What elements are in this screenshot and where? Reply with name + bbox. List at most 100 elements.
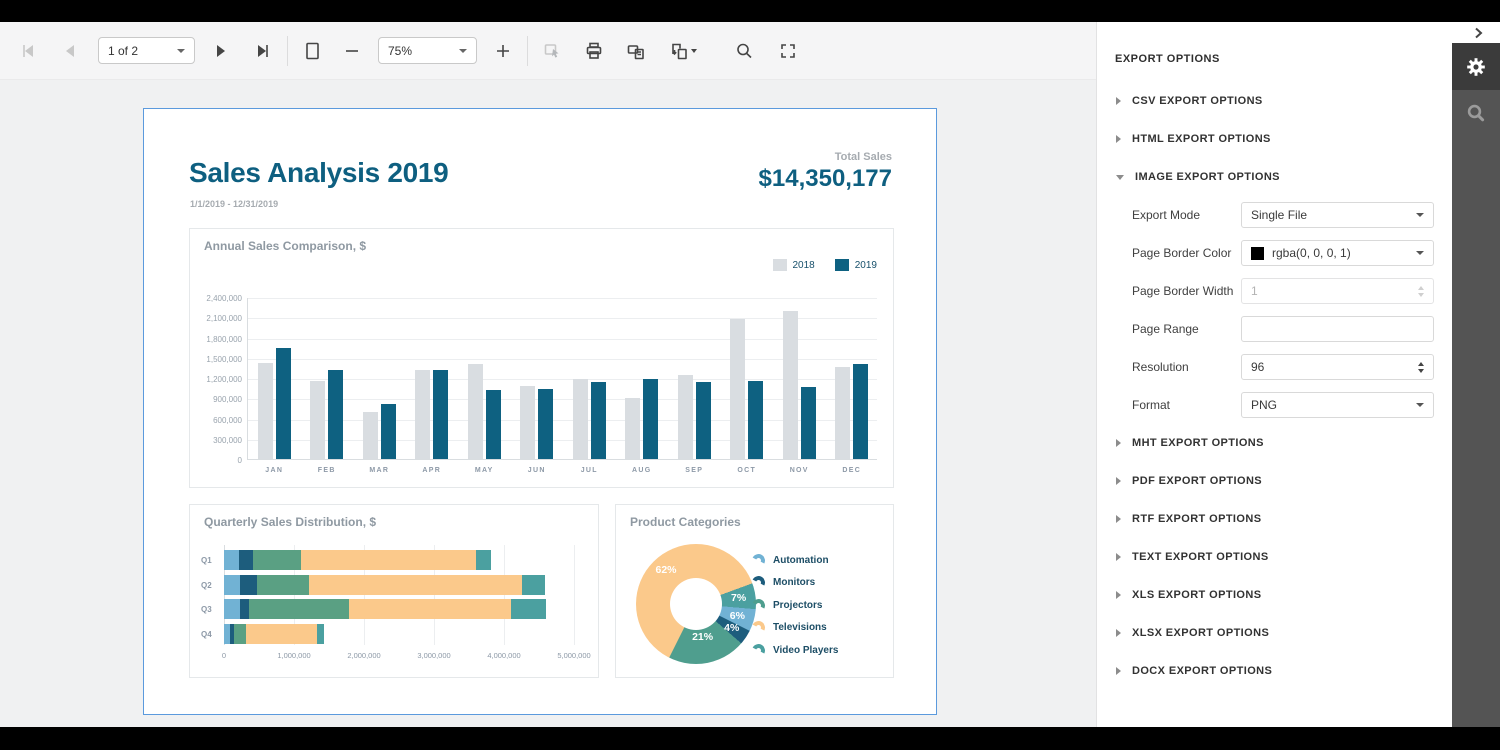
x-axis-label: 3,000,000 [417, 651, 451, 660]
slice-label-Automation: 6% [729, 609, 745, 622]
section-header-image[interactable]: IMAGE EXPORT OPTIONS [1097, 158, 1452, 196]
annual-chart-plot: 0 300,000 600,000 900,000 1,200,000 1,500,000… [206, 294, 877, 474]
page-range-input[interactable] [1241, 316, 1434, 342]
triangle-right-icon [1116, 667, 1121, 675]
segment-Automation [224, 623, 230, 644]
spinner-down-icon[interactable] [1418, 292, 1424, 297]
section-header-xls[interactable]: XLS EXPORT OPTIONS [1097, 576, 1452, 614]
page-border-color-color-select[interactable]: rgba(0, 0, 0, 1) [1241, 240, 1434, 266]
field-row: Format PNG [1097, 386, 1452, 424]
document-viewer-area: Sales Analysis 2019 1/1/2019 - 12/31/201… [0, 80, 1096, 727]
field-label: Page Border Width [1132, 284, 1234, 298]
triangle-right-icon [1116, 135, 1121, 143]
section-label: IMAGE EXPORT OPTIONS [1135, 171, 1280, 183]
arc-swatch-icon [750, 642, 767, 659]
y-axis-label: Q4 [201, 629, 212, 639]
stacked-bar-Q3 [224, 599, 547, 619]
annual-chart-title: Annual Sales Comparison, $ [204, 239, 367, 253]
export-to-icon [672, 43, 687, 59]
x-axis-label: NOV [789, 467, 809, 474]
quarterly-chart-plot [224, 545, 575, 645]
quarterly-chart-title: Quarterly Sales Distribution, $ [204, 515, 377, 529]
legend-label: Televisions [773, 622, 827, 634]
section-header-html[interactable]: HTML EXPORT OPTIONS [1097, 120, 1452, 158]
chevron-down-icon [1416, 403, 1424, 407]
fullscreen-button[interactable] [772, 35, 804, 67]
last-page-button[interactable] [247, 35, 279, 67]
slice-label-Projectors: 21% [692, 631, 714, 644]
arc-swatch-icon [750, 552, 767, 569]
section-header-xlsx[interactable]: XLSX EXPORT OPTIONS [1097, 614, 1452, 652]
bar-2019-OCT [748, 380, 764, 459]
bar-2019-DEC [853, 363, 869, 459]
side-tab-strip [1452, 137, 1500, 727]
field-row: Page Border Color rgba(0, 0, 0, 1) [1097, 234, 1452, 272]
segment-Projectors [234, 623, 247, 644]
field-row: Page Border Width 1 [1097, 272, 1452, 310]
page-border-width-spinner[interactable]: 1 [1241, 278, 1434, 304]
zoom-out-button[interactable] [336, 35, 368, 67]
spinner-up-icon[interactable] [1418, 285, 1424, 290]
search-icon [737, 43, 752, 58]
section-label: HTML EXPORT OPTIONS [1132, 133, 1271, 145]
triangle-right-icon [1116, 439, 1121, 447]
first-page-button[interactable] [12, 35, 44, 67]
segment-Automation [224, 599, 240, 619]
spinner-arrows[interactable] [1418, 361, 1424, 373]
page-layout-button[interactable] [296, 35, 328, 67]
stacked-bar-Q2 [224, 574, 545, 595]
y-axis-label: Q1 [201, 556, 212, 565]
tab-export-options[interactable] [1452, 43, 1500, 90]
section-header-rtf[interactable]: RTF EXPORT OPTIONS [1097, 500, 1452, 538]
bar-2018-DEC [835, 366, 851, 459]
segment-Video Players [317, 623, 325, 644]
print-button[interactable] [578, 35, 610, 67]
bar-2018-APR [415, 369, 431, 459]
section-header-docx[interactable]: DOCX EXPORT OPTIONS [1097, 652, 1452, 690]
field-label: Page Border Color [1132, 246, 1232, 260]
section-header-text[interactable]: TEXT EXPORT OPTIONS [1097, 538, 1452, 576]
page-selector[interactable]: 1 of 2 [98, 37, 195, 64]
slice-label-Video Players: 7% [731, 592, 747, 605]
x-axis-label: OCT [737, 467, 757, 474]
export-mode-select[interactable]: Single File [1241, 202, 1434, 228]
export-to-button[interactable] [662, 35, 704, 67]
x-axis-label: 1,000,000 [277, 651, 311, 660]
collapse-panel-button[interactable] [1452, 22, 1500, 43]
grid-line [294, 545, 295, 645]
section-header-pdf[interactable]: PDF EXPORT OPTIONS [1097, 462, 1452, 500]
zoom-selector[interactable]: 75% [378, 37, 477, 64]
triangle-right-icon [1116, 629, 1121, 637]
grid-line [248, 358, 877, 360]
section-label: XLSX EXPORT OPTIONS [1132, 627, 1270, 639]
next-page-button[interactable] [205, 35, 237, 67]
field-value: PNG [1251, 398, 1278, 412]
print-page-button[interactable] [620, 35, 652, 67]
search-button[interactable] [728, 35, 760, 67]
previous-page-button[interactable] [54, 35, 86, 67]
spinner-arrows[interactable] [1418, 285, 1424, 297]
pie-chart-title: Product Categories [630, 515, 741, 529]
section-header-mht[interactable]: MHT EXPORT OPTIONS [1097, 424, 1452, 462]
section-label: DOCX EXPORT OPTIONS [1132, 665, 1273, 677]
y-axis-label: 900,000 [213, 395, 242, 405]
legend-item-Televisions: Televisions [750, 617, 838, 640]
field-value: 1 [1251, 284, 1258, 298]
bar-2018-JUL [572, 378, 588, 459]
tab-search[interactable] [1452, 90, 1500, 137]
pie-chart-legend: Automation Monitors Projectors Televisions V… [750, 549, 838, 662]
resolution-spinner[interactable]: 96 [1241, 354, 1434, 380]
grid-line [574, 545, 575, 645]
section-header-csv[interactable]: CSV EXPORT OPTIONS [1097, 82, 1452, 120]
triangle-right-icon [1116, 477, 1121, 485]
spinner-down-icon[interactable] [1418, 368, 1424, 373]
zoom-in-button[interactable] [487, 35, 519, 67]
segment-Monitors [229, 623, 235, 644]
grid-line [248, 298, 877, 299]
spinner-up-icon[interactable] [1418, 361, 1424, 366]
highlight-editing-fields-button[interactable] [536, 35, 568, 67]
format-select[interactable]: PNG [1241, 392, 1434, 418]
y-axis-label: 1,800,000 [206, 334, 242, 344]
legend-item-2019: 2019 [834, 259, 877, 271]
grid-line [248, 439, 877, 441]
